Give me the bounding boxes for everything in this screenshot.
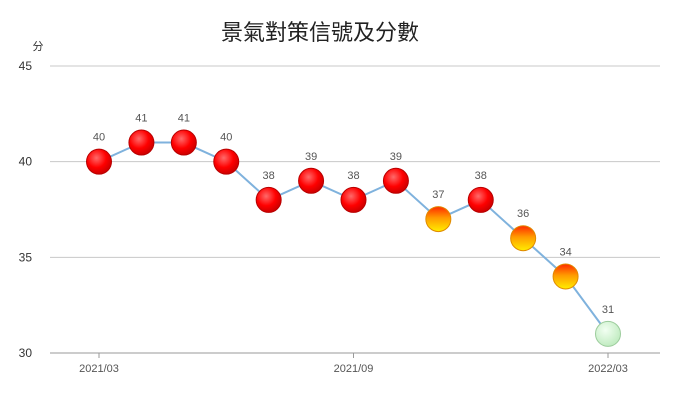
data-point-red [86,148,112,175]
data-label: 36 [517,208,529,220]
gridlines [50,65,660,354]
data-label: 34 [559,246,571,258]
y-axis-unit-label: 分 [33,40,44,53]
x-tick-label: 2021/03 [79,363,119,375]
data-point-red [213,148,240,175]
y-tick-label-40: 40 [19,155,33,169]
data-point-red [298,167,325,194]
data-label: 38 [475,170,487,182]
data-label: 40 [93,132,105,144]
data-point-red [128,129,155,156]
y-tick-label-30: 30 [19,346,33,360]
data-point-red [255,186,282,213]
data-point-yellow-red [552,263,579,290]
y-tick-label-45: 45 [19,59,33,73]
data-point-green [595,320,621,347]
chart-title: 景氣對策信號及分數 [221,21,419,46]
data-label: 38 [347,170,359,182]
data-labels: 40 41 41 40 38 39 38 39 37 38 36 34 31 [93,113,614,316]
y-tick-label-35: 35 [19,250,33,264]
data-label: 31 [602,304,614,316]
data-points [86,129,621,347]
data-label: 39 [390,151,402,163]
data-point-red [382,167,409,194]
data-label: 39 [305,151,317,163]
data-label: 40 [220,132,232,144]
data-label: 37 [432,189,444,201]
y-axis-ticks: 30 35 40 45 [19,59,33,360]
data-point-red [467,186,494,213]
data-point-yellow-red [425,206,452,233]
data-label: 38 [263,170,275,182]
data-label: 41 [135,113,147,125]
x-axis-ticks: 2021/03 2021/09 2022/03 [79,353,628,375]
data-point-yellow-red [510,225,537,252]
x-tick-label: 2022/03 [588,363,628,375]
data-point-red [340,186,367,213]
x-tick-label: 2021/09 [334,363,374,375]
data-point-red [170,129,197,156]
data-label: 41 [178,113,190,125]
